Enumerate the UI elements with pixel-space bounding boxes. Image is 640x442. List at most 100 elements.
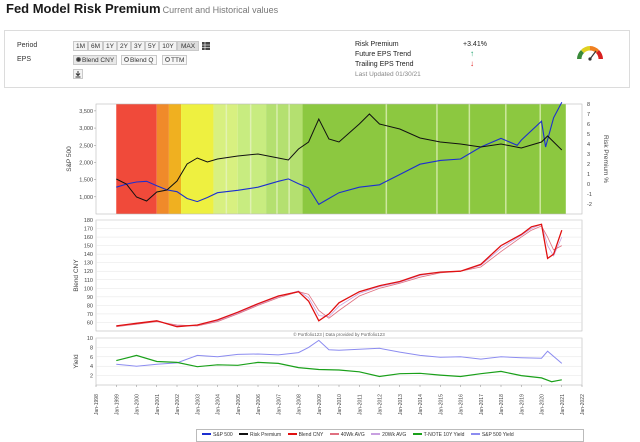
x-tick-label: Jan-2013 [398, 394, 404, 415]
zone-stripe-1 [249, 104, 252, 214]
y-tick-label-blend: 90 [87, 295, 93, 301]
series-blend-cny [116, 223, 563, 328]
zone-band-0 [116, 104, 157, 214]
x-tick-label: Jan-2006 [256, 394, 262, 415]
trailing-eps-trend-label: Trailing EPS Trend [355, 61, 414, 68]
x-tick-label: Jan-2011 [357, 394, 363, 415]
zone-stripe-2 [276, 104, 278, 214]
x-tick-label: Jan-2015 [438, 394, 444, 415]
y-tick-label-blend: 140 [84, 252, 93, 258]
y-tick-label-blend: 180 [84, 218, 93, 224]
download-icon[interactable] [73, 69, 83, 79]
x-tick-label: Jan-2003 [195, 394, 201, 415]
period-button-5y[interactable]: 5Y [145, 41, 159, 51]
x-tick-label: Jan-2004 [216, 394, 222, 415]
y2-tick-label-risk-premium: 2 [587, 162, 590, 168]
eps-option-label: Blend Q [130, 57, 154, 64]
x-tick-label: Jan-2019 [519, 394, 525, 415]
zone-stripe-7 [505, 104, 507, 214]
series-sp500-yield [116, 339, 563, 367]
eps-option-ttm[interactable]: TTM [162, 55, 188, 65]
eps-option-blend-q[interactable]: Blend Q [121, 55, 157, 65]
period-button-1m[interactable]: 1M [73, 41, 88, 51]
risk-premium-label: Risk Premium [355, 41, 399, 48]
radio-icon [165, 56, 170, 62]
table-icon[interactable] [201, 41, 211, 51]
y-tick-label-blend: 150 [84, 244, 93, 250]
y-tick-label-sp500: 1,500 [79, 178, 93, 184]
legend-item-blend-cny[interactable]: Blend CNY [287, 430, 323, 440]
y-axis-label-sp500: S&P 500 [66, 146, 73, 172]
zone-stripe-5 [436, 104, 438, 214]
legend-item-risk-premium[interactable]: Risk Premium [239, 430, 281, 440]
up-arrow-icon: ↑ [470, 49, 474, 58]
x-tick-label: Jan-2022 [580, 394, 586, 415]
y-tick-label-sp500: 3,000 [79, 126, 93, 132]
y-tick-label-blend: 130 [84, 261, 93, 267]
legend-item-sp500[interactable]: S&P 500 [202, 430, 233, 440]
period-button-6m[interactable]: 6M [88, 41, 103, 51]
chart-credits: © Portfolio123 | Data provided by Portfo… [293, 331, 385, 337]
y-tick-label-blend: 120 [84, 269, 93, 275]
x-tick-label: Jan-1998 [94, 394, 100, 415]
y-tick-label-yield: 10 [87, 336, 93, 342]
last-updated: Last Updated 01/30/21 [355, 71, 421, 78]
y-axis-label-yield: Yield [73, 354, 80, 369]
zone-band-1 [156, 104, 169, 214]
period-button-1y[interactable]: 1Y [103, 41, 117, 51]
zone-stripe-8 [539, 104, 541, 214]
legend-item-sp500-yield[interactable]: S&P 500 Yield [470, 430, 514, 440]
page-title: Fed Model Risk Premium Current and Histor… [6, 1, 278, 16]
y-axis-label-risk-premium: Risk Premium % [602, 135, 609, 183]
zone-band-3 [181, 104, 214, 214]
period-button-2y[interactable]: 2Y [117, 41, 131, 51]
x-tick-label: Jan-2005 [236, 394, 242, 415]
y2-tick-label-risk-premium: 3 [587, 152, 590, 158]
y2-tick-label-risk-premium: -2 [587, 202, 592, 208]
x-tick-label: Jan-2021 [560, 394, 566, 415]
controls-panel: Period EPS 1M 6M 1Y 2Y 3Y 5Y 10Y MAX Ble… [4, 30, 630, 88]
chart-legend: S&P 500 Risk Premium Blend CNY 40Wk AVG … [196, 429, 584, 442]
down-arrow-icon: ↓ [470, 59, 474, 68]
zone-stripe-4 [385, 104, 388, 214]
y2-tick-label-risk-premium: 4 [587, 142, 590, 148]
x-tick-label: Jan-2016 [459, 394, 465, 415]
legend-item-tnote-yield[interactable]: T-NOTE 10Y Yield [412, 430, 464, 440]
y-tick-label-sp500: 1,000 [79, 195, 93, 201]
y-tick-label-blend: 70 [87, 312, 93, 318]
x-tick-label: Jan-2000 [135, 394, 141, 415]
risk-premium-value: +3.41% [463, 41, 487, 48]
plot-frame-1 [95, 219, 583, 332]
gauge-icon [573, 39, 607, 65]
zone-stripe-6 [468, 104, 471, 214]
y2-tick-label-risk-premium: 0 [587, 182, 590, 188]
y-tick-label-blend: 100 [84, 286, 93, 292]
x-tick-label: Jan-2001 [155, 394, 161, 415]
x-tick-label: Jan-2017 [479, 394, 485, 415]
y-tick-label-sp500: 3,500 [79, 109, 93, 115]
eps-label: EPS [17, 56, 32, 63]
period-button-3y[interactable]: 3Y [131, 41, 145, 51]
series-40wk-avg [116, 225, 562, 328]
zone-band-2 [168, 104, 182, 214]
y2-tick-label-risk-premium: 5 [587, 132, 590, 138]
y-tick-label-blend: 160 [84, 235, 93, 241]
period-button-max[interactable]: MAX [177, 41, 199, 51]
y-tick-label-yield: 4 [90, 364, 93, 370]
x-tick-label: Jan-2008 [297, 394, 303, 415]
y-tick-label-blend: 170 [84, 227, 93, 233]
x-tick-label: Jan-2012 [378, 394, 384, 415]
legend-item-20wk-avg[interactable]: 20Wk AVG [371, 430, 406, 440]
title-text: Fed Model Risk Premium [6, 1, 161, 16]
zone-band-7 [302, 104, 566, 214]
eps-option-blend-cny[interactable]: Blend CNY [73, 55, 118, 65]
y2-tick-label-risk-premium: 7 [587, 112, 590, 118]
eps-option-label: TTM [171, 57, 185, 64]
zone-band-5 [237, 104, 267, 214]
y-tick-label-sp500: 2,000 [79, 160, 93, 166]
future-eps-trend-label: Future EPS Trend [355, 51, 412, 58]
legend-item-40wk-avg[interactable]: 40Wk AVG [329, 430, 365, 440]
x-tick-label: Jan-2009 [317, 394, 323, 415]
series-risk-premium [116, 113, 563, 202]
period-button-10y[interactable]: 10Y [159, 41, 177, 51]
